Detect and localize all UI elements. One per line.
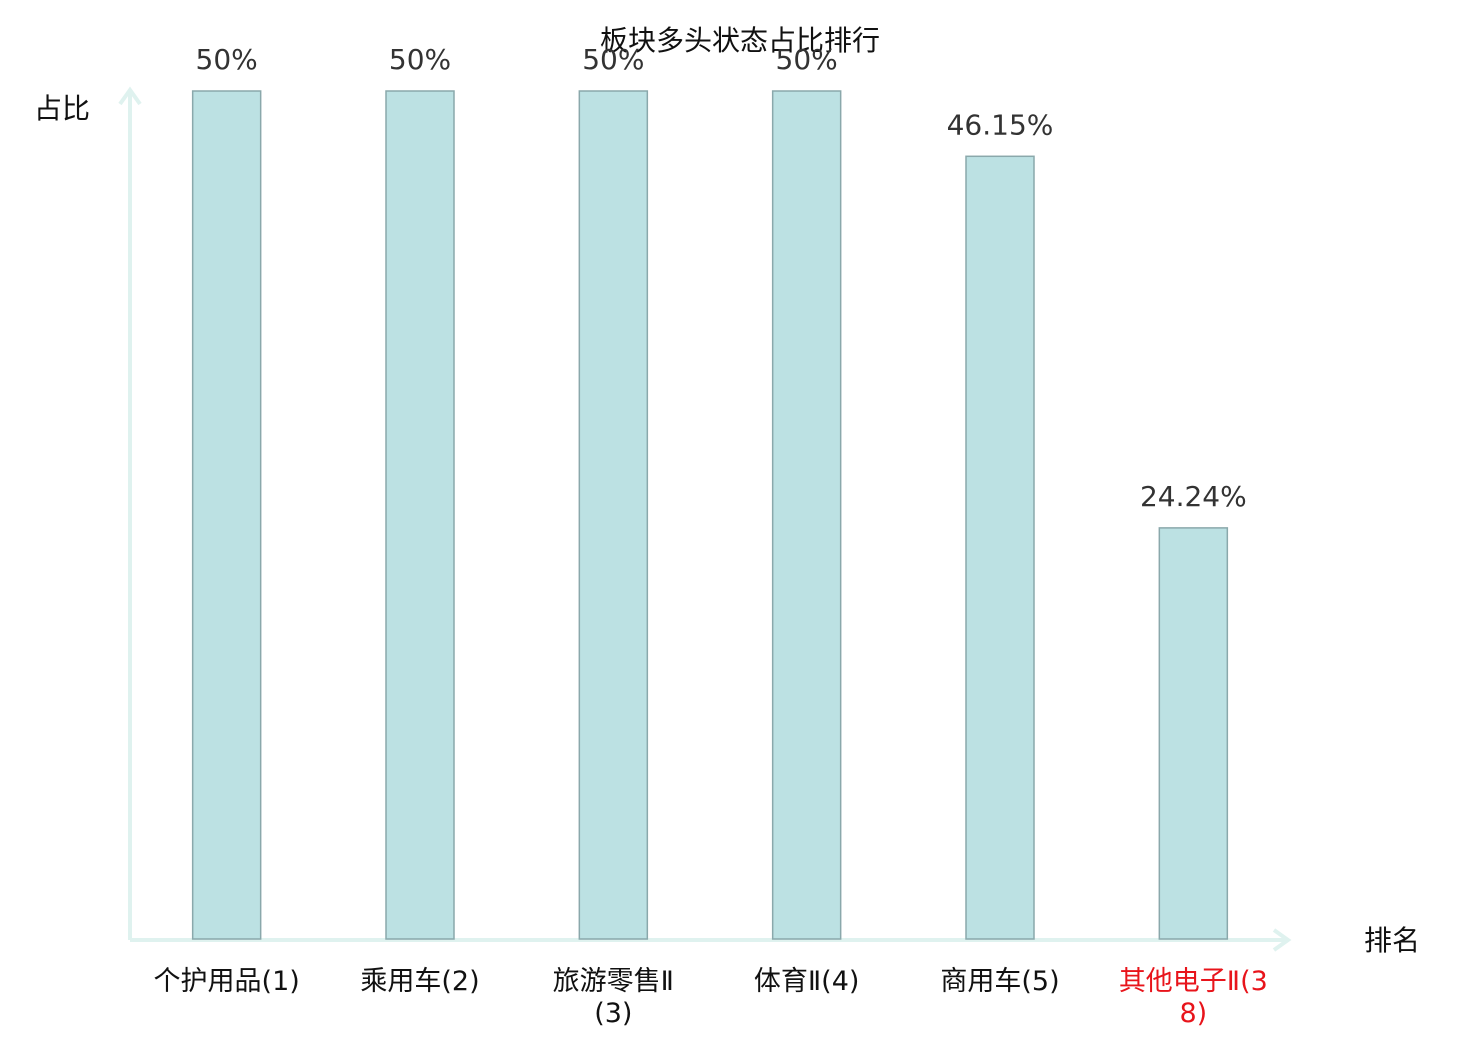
value-label: 50% [389, 43, 451, 76]
x-tick-label: 体育Ⅱ(4) [753, 966, 860, 997]
value-label: 50% [196, 43, 258, 76]
bar [771, 90, 842, 940]
bar [385, 90, 455, 940]
bar [1158, 527, 1229, 940]
bar [965, 155, 1035, 940]
bar [191, 90, 262, 940]
x-arrow [1272, 928, 1292, 952]
value-label: 46.15% [947, 108, 1054, 141]
x-tick-label: 其他电子Ⅱ(38) [1118, 966, 1268, 1029]
x-axis-label: 排名 [1364, 924, 1420, 957]
value-label: 50% [776, 43, 838, 76]
value-label: 50% [582, 43, 644, 76]
value-label: 24.24% [1140, 480, 1247, 513]
axes [118, 86, 1292, 952]
bar [578, 90, 649, 940]
x-tick-label: 旅游零售Ⅱ(3) [552, 966, 674, 1029]
x-tick-label: 个护用品(1) [153, 966, 300, 997]
y-arrow [118, 86, 142, 106]
x-tick-label: 乘用车(2) [360, 966, 480, 997]
x-tick-label: 商用车(5) [940, 966, 1060, 997]
y-axis-label: 占比 [34, 92, 90, 125]
chart-title: 板块多头状态占比排行 [600, 24, 880, 57]
